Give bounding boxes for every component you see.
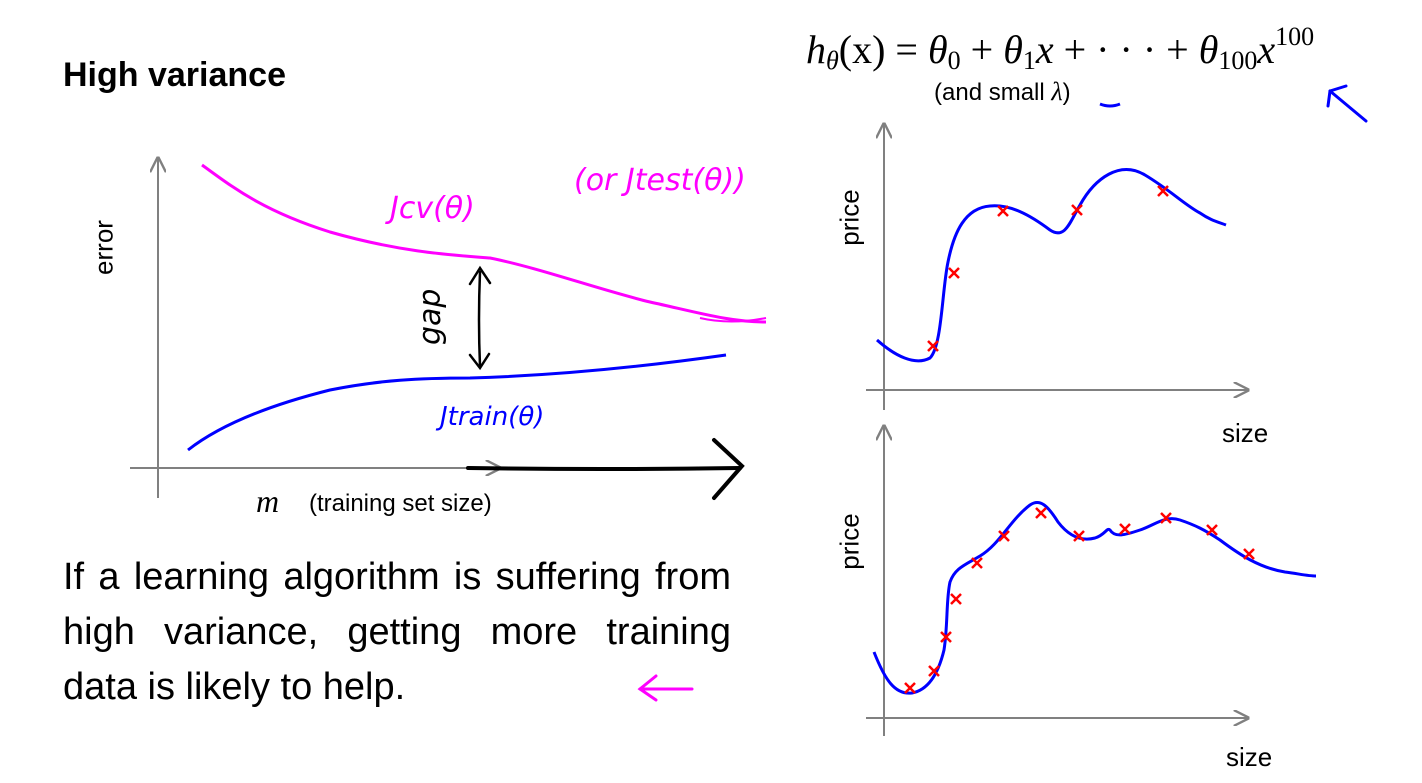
train-error-curve xyxy=(187,353,727,452)
slide-title: High variance xyxy=(63,56,286,94)
formula-note-prefix: (and small xyxy=(934,79,1052,106)
bottom-fit-curve xyxy=(872,500,1317,695)
cv-handwritten-label: Jcv(θ) (or Jtest(θ)) xyxy=(385,163,746,226)
lambda-underline xyxy=(1099,102,1121,108)
formula-arg: (x) = xyxy=(838,27,928,72)
top-fit-points xyxy=(927,185,1169,352)
bottom-fit-points xyxy=(904,507,1255,694)
cv-error-curve xyxy=(201,163,767,324)
price-axis-label-top: price xyxy=(834,189,865,246)
price-axis-label-bottom: price xyxy=(834,513,865,570)
m-symbol-label: m xyxy=(256,483,280,519)
formula-ellipsis: + · · · + xyxy=(1053,27,1199,72)
bottom-fit-axes xyxy=(866,426,1248,736)
formula-plus: + xyxy=(960,27,1004,72)
formula-h-sub: θ xyxy=(826,46,839,75)
cv-error-curve-tail xyxy=(699,317,767,323)
svg-text:Jcv(θ): Jcv(θ) xyxy=(385,191,475,226)
top-fit-curve xyxy=(876,168,1227,363)
formula-x1: x xyxy=(1035,27,1054,72)
formula-note-lambda: λ xyxy=(1051,77,1063,106)
train-handwritten-label: Jtrain(θ) xyxy=(435,402,544,432)
size-axis-label-top: size xyxy=(1222,418,1269,448)
conclusion-text: If a learning algorithm is suffering fro… xyxy=(63,556,731,708)
pointer-arrow-icon xyxy=(1326,84,1368,123)
training-set-size-label: (training set size) xyxy=(309,490,492,517)
learning-curve-axes xyxy=(130,158,500,498)
formula-theta1-sub: 1 xyxy=(1022,46,1036,75)
formula-note-suffix: ) xyxy=(1062,79,1071,106)
svg-text:(or Jtest(θ)): (or Jtest(θ)) xyxy=(574,163,746,198)
pink-arrow-icon xyxy=(637,674,694,702)
formula-theta1: θ xyxy=(1003,27,1023,72)
top-fit-axes xyxy=(866,124,1248,410)
formula-theta0-sub: 0 xyxy=(947,46,961,75)
size-axis-label-bottom: size xyxy=(1226,742,1273,772)
gap-arrow xyxy=(468,265,492,371)
formula-theta100-sub: 100 xyxy=(1218,46,1258,75)
formula-note: (and small λ) xyxy=(934,77,1071,107)
error-axis-label: error xyxy=(88,220,119,275)
x-axis-hand-arrow xyxy=(466,438,745,500)
formula-theta0: θ xyxy=(927,27,948,72)
formula-h: h xyxy=(806,27,826,72)
gap-handwritten-label: gap xyxy=(413,289,448,345)
hypothesis-formula: hθ(x) = θ0 + θ1x + · · · + θ100x100 xyxy=(806,22,1314,76)
formula-x100: x xyxy=(1257,27,1276,72)
formula-x100-sup: 100 xyxy=(1275,22,1315,51)
formula-theta100: θ xyxy=(1198,27,1219,72)
